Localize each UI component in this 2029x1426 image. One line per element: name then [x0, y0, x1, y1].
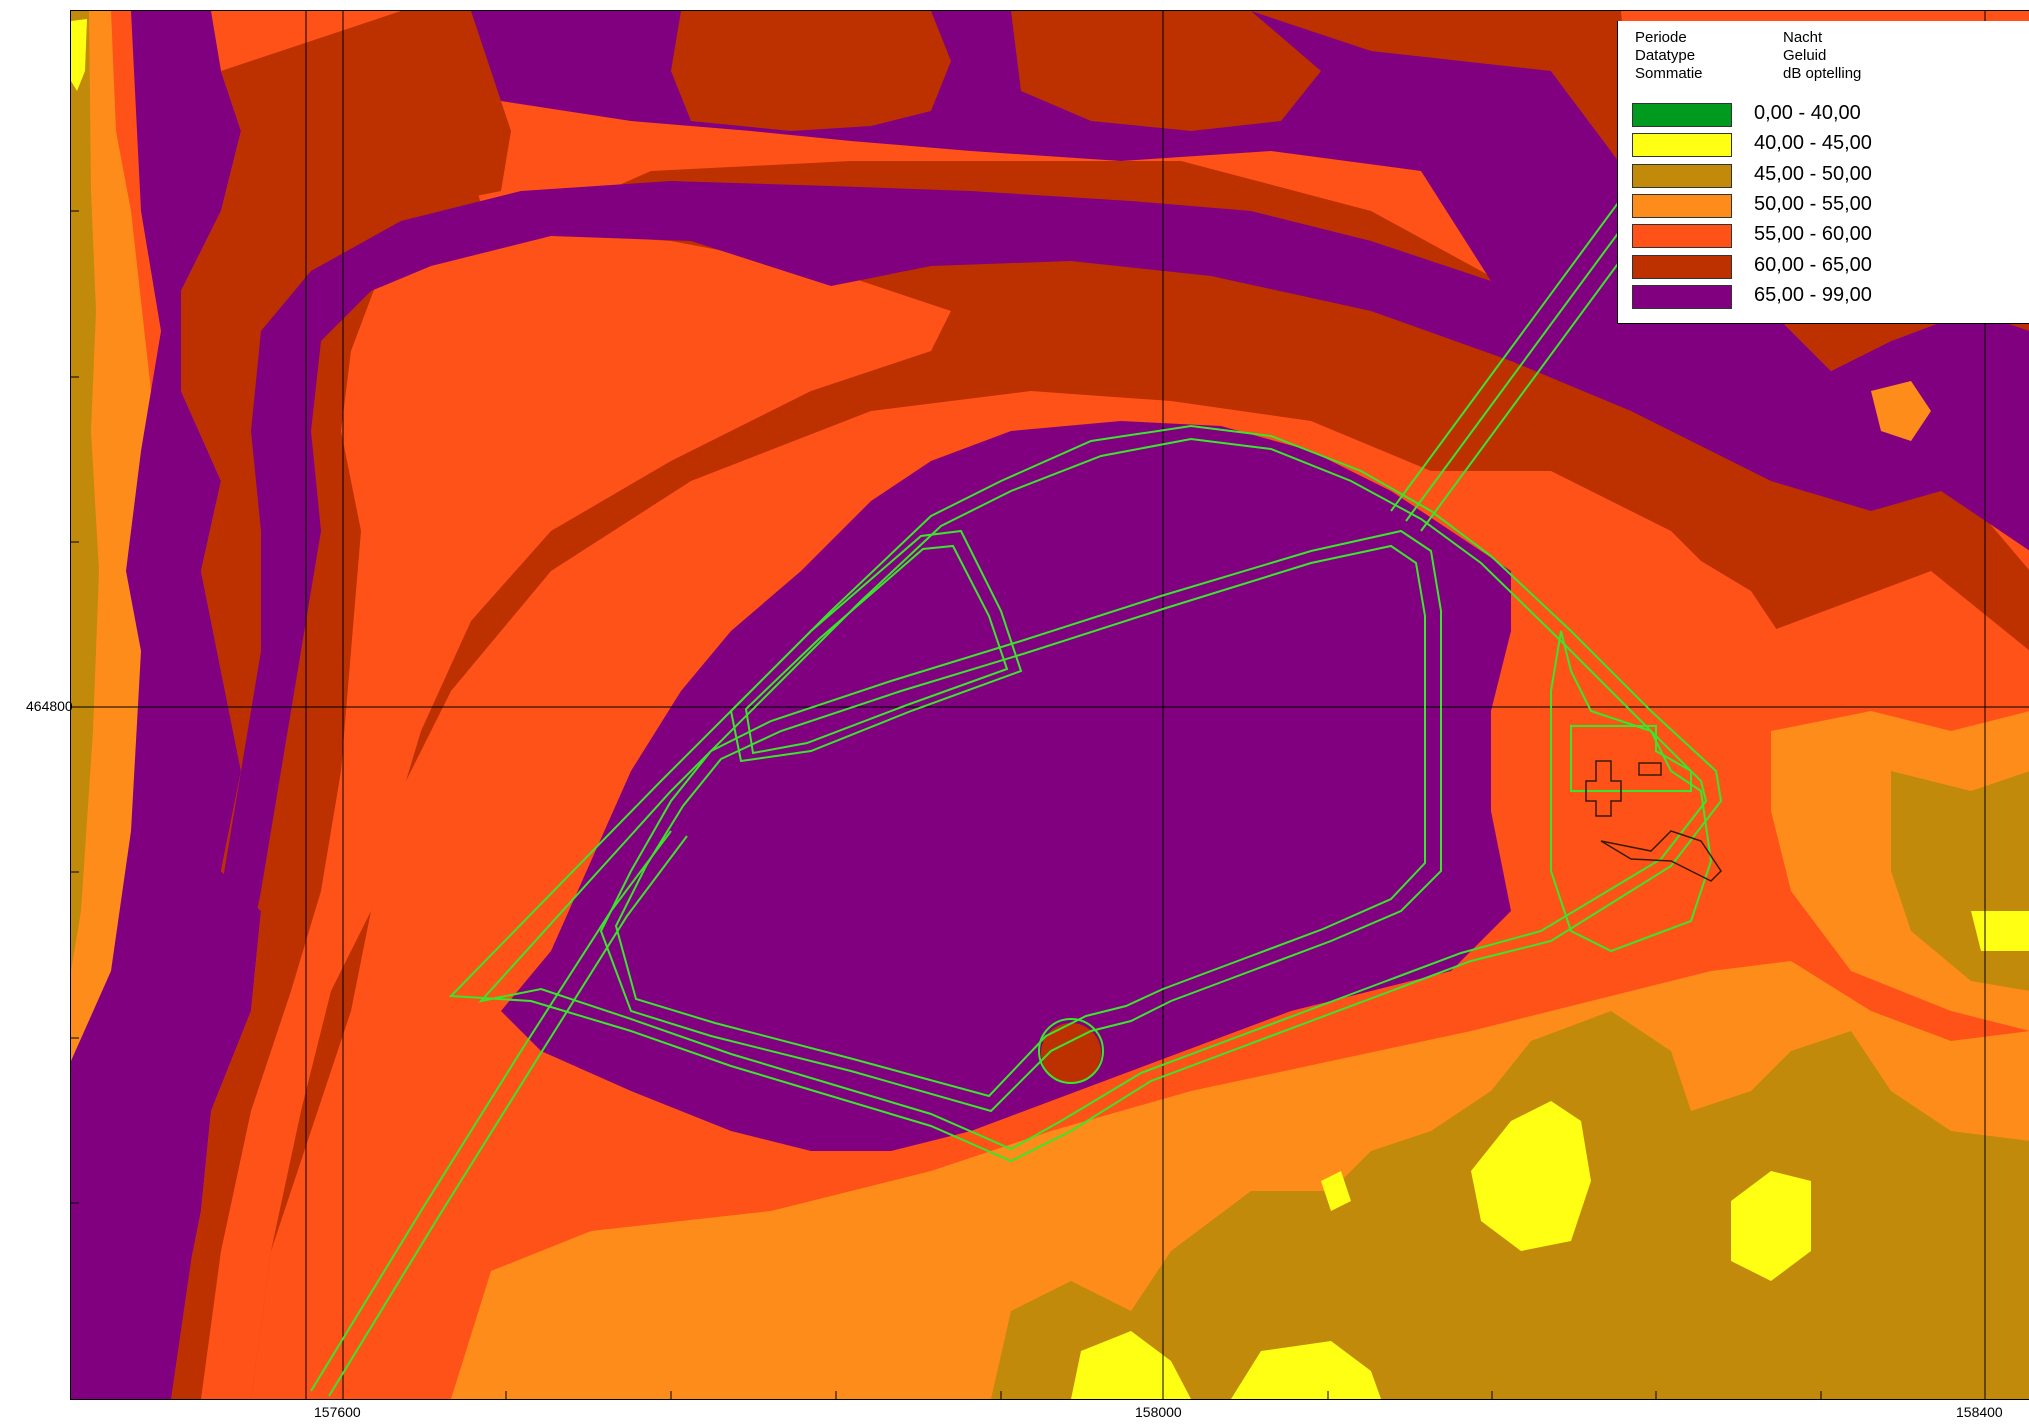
- diagonal-track-sw-2: [328, 835, 688, 1397]
- diagonal-track-sw: [310, 830, 672, 1392]
- nw-plot-outline-2: [744, 544, 1009, 755]
- buildings: [1585, 760, 1722, 882]
- legend-swatch-0: [1632, 103, 1732, 127]
- zone-40-45-south-3: [1471, 1101, 1591, 1251]
- zone-65-99-north: [141, 11, 2029, 1399]
- zone-60-65-north-left: [401, 11, 511, 201]
- legend-value-datatype: Geluid: [1783, 47, 1827, 64]
- legend-swatch-1: [1632, 133, 1732, 158]
- legend-label-4: 55,00 - 60,00: [1754, 223, 1872, 246]
- nw-plot-outline: [729, 529, 1023, 763]
- legend-value-periode: Nacht: [1783, 29, 1823, 46]
- legend-swatch-5: [1632, 254, 1732, 279]
- inner-road-ring: [478, 437, 1708, 1151]
- legend-label-0: 0,00 - 40,00: [1754, 102, 1861, 124]
- zone-40-45-west: [71, 19, 87, 91]
- zone-60-65-roundabout: [1041, 1023, 1101, 1083]
- legend-key-periode: Periode: [1635, 29, 1687, 46]
- legend-label-1: 40,00 - 45,00: [1754, 132, 1872, 155]
- legend-label-3: 50,00 - 55,00: [1754, 192, 1872, 215]
- zone-45-50-west: [71, 11, 99, 971]
- zone-40-45-south-4: [1731, 1171, 1811, 1281]
- zone-60-65-north-right: [1011, 11, 1321, 131]
- zone-55-60-inner-west: [201, 231, 951, 1399]
- watercourse: [1600, 830, 1722, 882]
- east-annex-outline-2: [1570, 725, 1692, 792]
- legend-swatch-3: [1632, 193, 1732, 218]
- legend-label-6: 65,00 - 99,00: [1754, 283, 1872, 306]
- x-axis-label-158000: 158000: [1135, 1404, 1182, 1420]
- inner-plot-outline-2: [614, 544, 1426, 1098]
- road-outlines: [310, 100, 1727, 1397]
- map-grid: [71, 11, 2029, 1399]
- zone-40-45-south-5: [1321, 1171, 1351, 1211]
- legend-value-sommatie: dB optelling: [1783, 65, 1862, 82]
- roundabout: [1038, 1018, 1104, 1084]
- east-annex-outline: [1550, 630, 1713, 953]
- x-axis-label-158400: 158400: [1956, 1404, 2003, 1420]
- zone-55-60-east: [1531, 531, 1791, 731]
- zone-40-45-east: [1971, 911, 2029, 951]
- legend: Periode Nacht Datatype Geluid Sommatie d…: [1617, 21, 2029, 324]
- legend-swatch-6: [1632, 284, 1732, 309]
- zone-40-45-south-2: [1231, 1341, 1381, 1399]
- x-axis-label-157600: 157600: [314, 1404, 361, 1420]
- legend-label-5: 60,00 - 65,00: [1754, 253, 1872, 276]
- building-small: [1638, 762, 1662, 776]
- legend-swatch-4: [1632, 224, 1732, 249]
- map-ticks: [71, 210, 1822, 1399]
- legend-swatch-2: [1632, 163, 1732, 188]
- building-main: [1585, 760, 1622, 817]
- zone-40-45-south-1: [1071, 1331, 1191, 1399]
- legend-key-sommatie: Sommatie: [1635, 65, 1703, 82]
- outer-road-ring: [448, 424, 1723, 1163]
- legend-label-2: 45,00 - 50,00: [1754, 162, 1872, 185]
- noise-map[interactable]: Periode Nacht Datatype Geluid Sommatie d…: [70, 10, 2029, 1400]
- legend-key-datatype: Datatype: [1635, 47, 1696, 64]
- zone-60-65-north-blob: [671, 11, 951, 131]
- inner-plot-outline: [599, 529, 1442, 1113]
- zone-55-60-ne-blob: [1871, 381, 1931, 441]
- y-axis-label-464800: 464800: [26, 698, 73, 714]
